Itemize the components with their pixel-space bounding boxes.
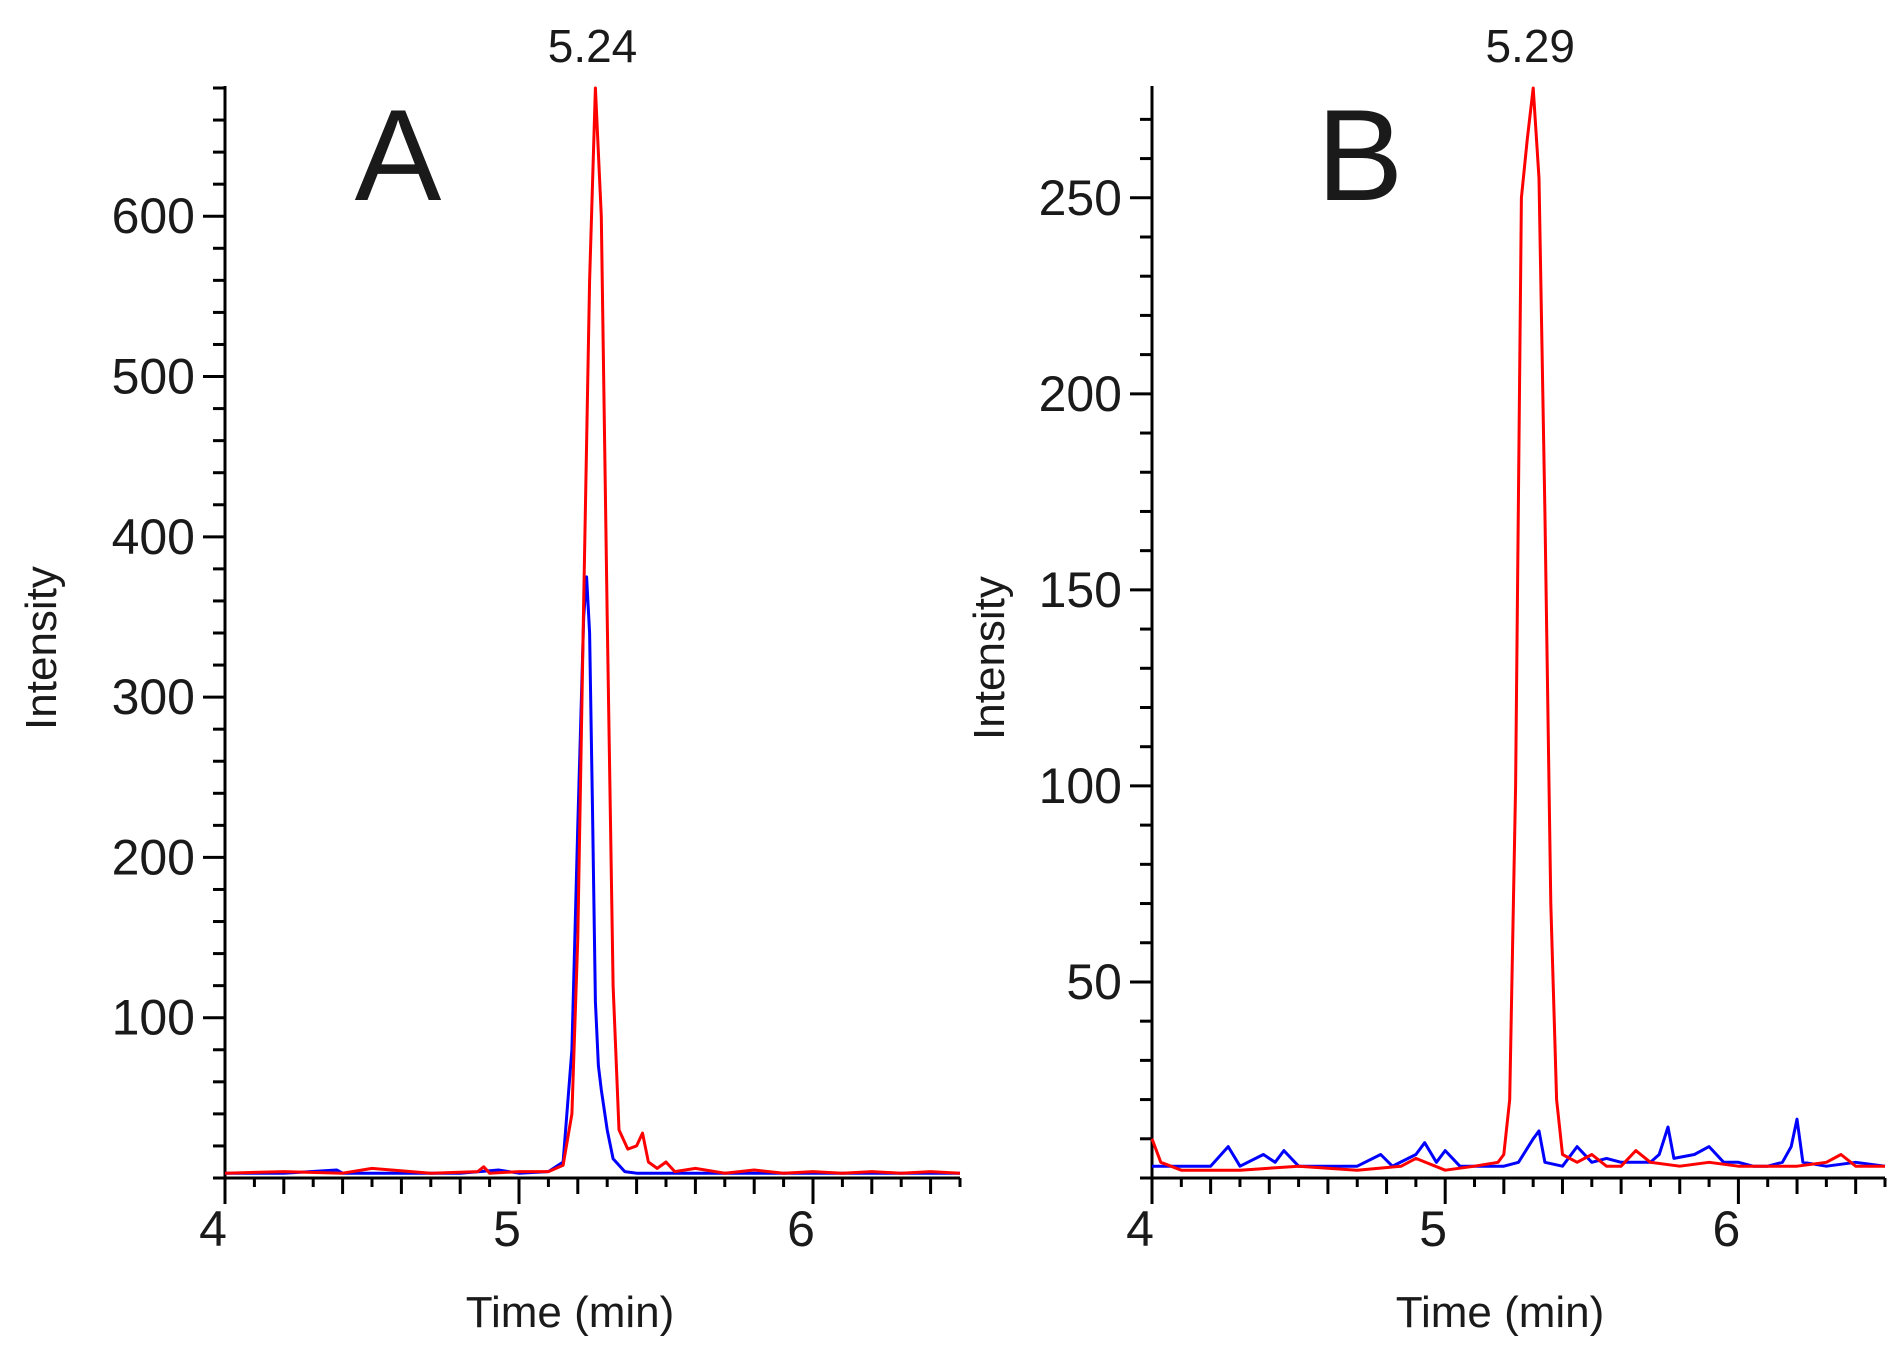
panel-a-y-tick-label: 400 xyxy=(112,509,195,565)
panel-a-y-tick-label: 200 xyxy=(112,829,195,885)
panel-b-y-tick-label: 100 xyxy=(1039,758,1122,814)
panel-a-x-tick-label: 6 xyxy=(787,1201,815,1257)
panel-a-x-tick-label: 4 xyxy=(199,1201,227,1257)
panel-a-y-tick-label: 600 xyxy=(112,188,195,244)
panel-b-y-tick-label: 150 xyxy=(1039,562,1122,618)
panel-a: A Intensity Time (min) 100 200 300 400 500 60… xyxy=(17,20,962,1337)
panel-b: B Intensity Time (min) 50 100 150 200 250 4 5 6… xyxy=(965,20,1887,1337)
panel-b-y-tick-label: 250 xyxy=(1039,170,1122,226)
panel-b-y-tick-label: 50 xyxy=(1066,954,1122,1010)
panel-b-x-axis-title: Time (min) xyxy=(1396,1288,1605,1337)
panel-b-y-axis-title: Intensity xyxy=(965,576,1014,740)
panel-a-label: A xyxy=(355,82,442,228)
panel-a-blue-trace xyxy=(225,575,960,1175)
panel-b-red-trace xyxy=(1150,86,1885,1172)
panel-a-y-axis-title: Intensity xyxy=(17,566,66,730)
panel-a-red-trace xyxy=(224,86,961,1175)
panel-a-y-tick-label: 300 xyxy=(112,669,195,725)
panel-b-y-tick-label: 200 xyxy=(1039,366,1122,422)
panel-a-x-axis-title: Time (min) xyxy=(466,1288,675,1337)
panel-b-x-tick-label: 4 xyxy=(1126,1201,1154,1257)
panel-a-peak-label: 5.24 xyxy=(548,20,638,72)
panel-b-x-tick-label: 6 xyxy=(1712,1201,1740,1257)
panel-a-y-tick-label: 500 xyxy=(112,349,195,405)
panel-b-x-tick-label: 5 xyxy=(1419,1201,1447,1257)
panel-a-y-tick-label: 100 xyxy=(112,990,195,1046)
panel-b-peak-label: 5.29 xyxy=(1485,20,1575,72)
panel-b-label: B xyxy=(1317,82,1404,228)
panel-b-blue-trace xyxy=(1152,1117,1886,1168)
panel-a-x-tick-label: 5 xyxy=(493,1201,521,1257)
